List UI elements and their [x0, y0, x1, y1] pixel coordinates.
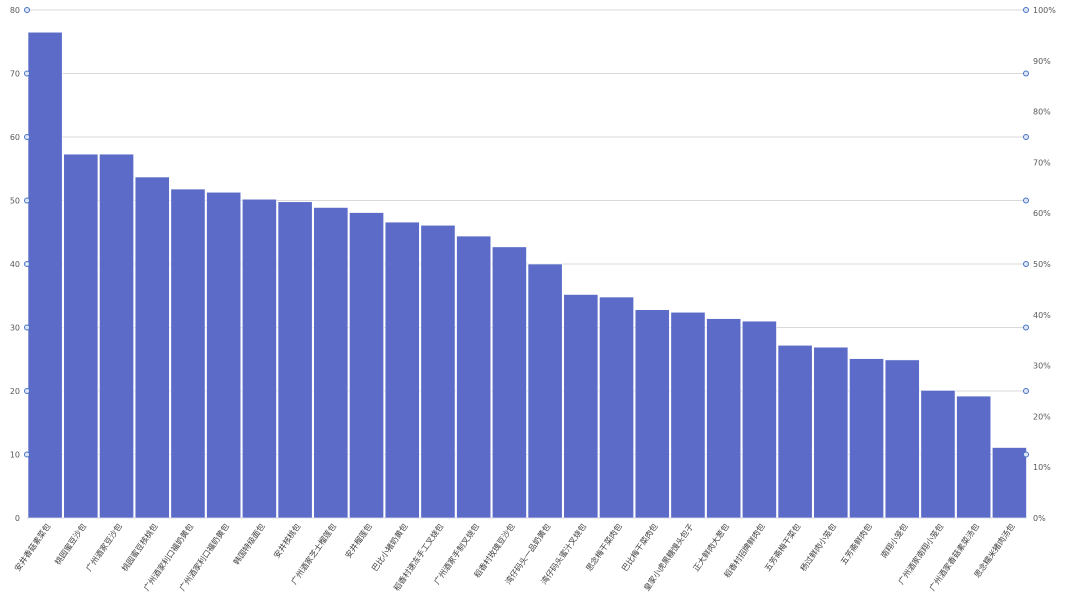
y-tick-label: 0: [15, 514, 20, 523]
selection-handle[interactable]: [24, 451, 30, 458]
category-label: 安井核桃包: [271, 521, 302, 560]
y2-tick-label: 30%: [1033, 362, 1051, 371]
bar: [491, 246, 527, 519]
category-labels: 安井香菇素菜包 桃园蜜豆沙包广州酒家豆沙包桃园蜜豆核桃包广州酒家利口福奶黄包广州酒…: [12, 521, 1017, 592]
bar: [170, 188, 206, 519]
y-tick-label: 30: [10, 324, 20, 333]
y2-tick-label: 0%: [1033, 514, 1046, 523]
selection-handle[interactable]: [1023, 261, 1029, 267]
bar: [27, 31, 63, 519]
category-label: 桃园蜜豆沙包: [52, 521, 88, 566]
y2-tick-label: 90%: [1033, 57, 1051, 66]
category-label: 巴比梅干菜肉包: [619, 521, 659, 573]
y2-tick-label: 40%: [1033, 311, 1051, 320]
selection-handle[interactable]: [1023, 7, 1029, 13]
y2-tick-label: 80%: [1033, 108, 1051, 117]
bars: [27, 31, 1027, 519]
y2-tick-label: 100%: [1033, 6, 1056, 15]
selection-handles: [24, 7, 1029, 458]
category-label: 正大鲜肉大葱包: [691, 521, 731, 573]
bar: [563, 294, 599, 519]
category-label: 广州酒家豆沙包: [84, 521, 124, 573]
bar: [384, 221, 420, 519]
bar: [63, 153, 99, 519]
bar: [241, 198, 277, 519]
y-tick-label: 70: [10, 70, 20, 79]
category-label: 安井香菇素菜包: [12, 521, 52, 573]
y-tick-label: 10: [10, 451, 20, 460]
bar: [956, 395, 992, 519]
left-axis-ticks: 0 10 20 30 40 50 60 70 80: [10, 6, 20, 523]
bar: [277, 201, 313, 519]
selection-handle[interactable]: [1023, 70, 1029, 77]
y-tick-label: 50: [10, 197, 20, 206]
selection-handle[interactable]: [24, 197, 30, 204]
y2-tick-label: 60%: [1033, 209, 1051, 218]
selection-handle[interactable]: [1023, 134, 1029, 140]
bar: [920, 390, 956, 519]
selection-handle[interactable]: [1023, 197, 1029, 204]
selection-handle[interactable]: [1023, 451, 1029, 458]
selection-handle[interactable]: [24, 324, 30, 331]
category-label: 巴比小猪奶黄包: [369, 521, 409, 573]
category-label: 思念梅干菜肉包: [584, 521, 624, 573]
bar: [849, 358, 884, 519]
selection-handle[interactable]: [24, 388, 30, 394]
category-label: 桃园蜜豆核桃包: [119, 521, 159, 573]
bar: [420, 224, 456, 519]
bar: [670, 311, 706, 519]
bar: [99, 153, 134, 519]
bar: [134, 176, 170, 519]
category-label: 五芳斋梅干菜包: [762, 521, 802, 573]
bar: [313, 207, 349, 519]
y-tick-label: 80: [10, 6, 20, 15]
y2-tick-label: 10%: [1033, 463, 1051, 472]
selection-handle[interactable]: [24, 7, 30, 13]
category-label: 安井榴莲包: [343, 521, 374, 560]
bar: [741, 320, 777, 519]
y2-tick-label: 20%: [1033, 412, 1051, 421]
bar: [634, 309, 670, 519]
bar: [777, 344, 813, 519]
bar: [813, 346, 849, 519]
y2-tick-label: 70%: [1033, 158, 1051, 167]
bar: [349, 212, 384, 519]
category-label: 南翔小笼包: [879, 521, 910, 560]
y-tick-label: 60: [10, 133, 20, 142]
right-axis-ticks: 0% 10% 20% 30% 40% 50% 60% 70% 80% 90% 100%: [1033, 6, 1056, 523]
category-label: 韩国特级面包: [231, 521, 267, 566]
bar: [527, 263, 563, 519]
selection-handle[interactable]: [1023, 324, 1029, 331]
y-tick-label: 20: [10, 387, 20, 396]
selection-handle[interactable]: [24, 134, 30, 140]
category-label: 五芳斋鲜肉包: [838, 521, 874, 566]
y-tick-label: 40: [10, 260, 20, 269]
category-label: 杨过鲜肉小笼包: [798, 521, 838, 573]
y2-tick-label: 50%: [1033, 260, 1051, 269]
bar: [884, 359, 920, 519]
selection-handle[interactable]: [1023, 388, 1029, 394]
bar: [991, 447, 1027, 519]
bar: [706, 318, 742, 519]
bar: [206, 191, 242, 519]
bar: [456, 235, 492, 519]
selection-handle[interactable]: [24, 70, 30, 77]
selection-handle[interactable]: [24, 261, 30, 267]
bar: [599, 296, 634, 519]
